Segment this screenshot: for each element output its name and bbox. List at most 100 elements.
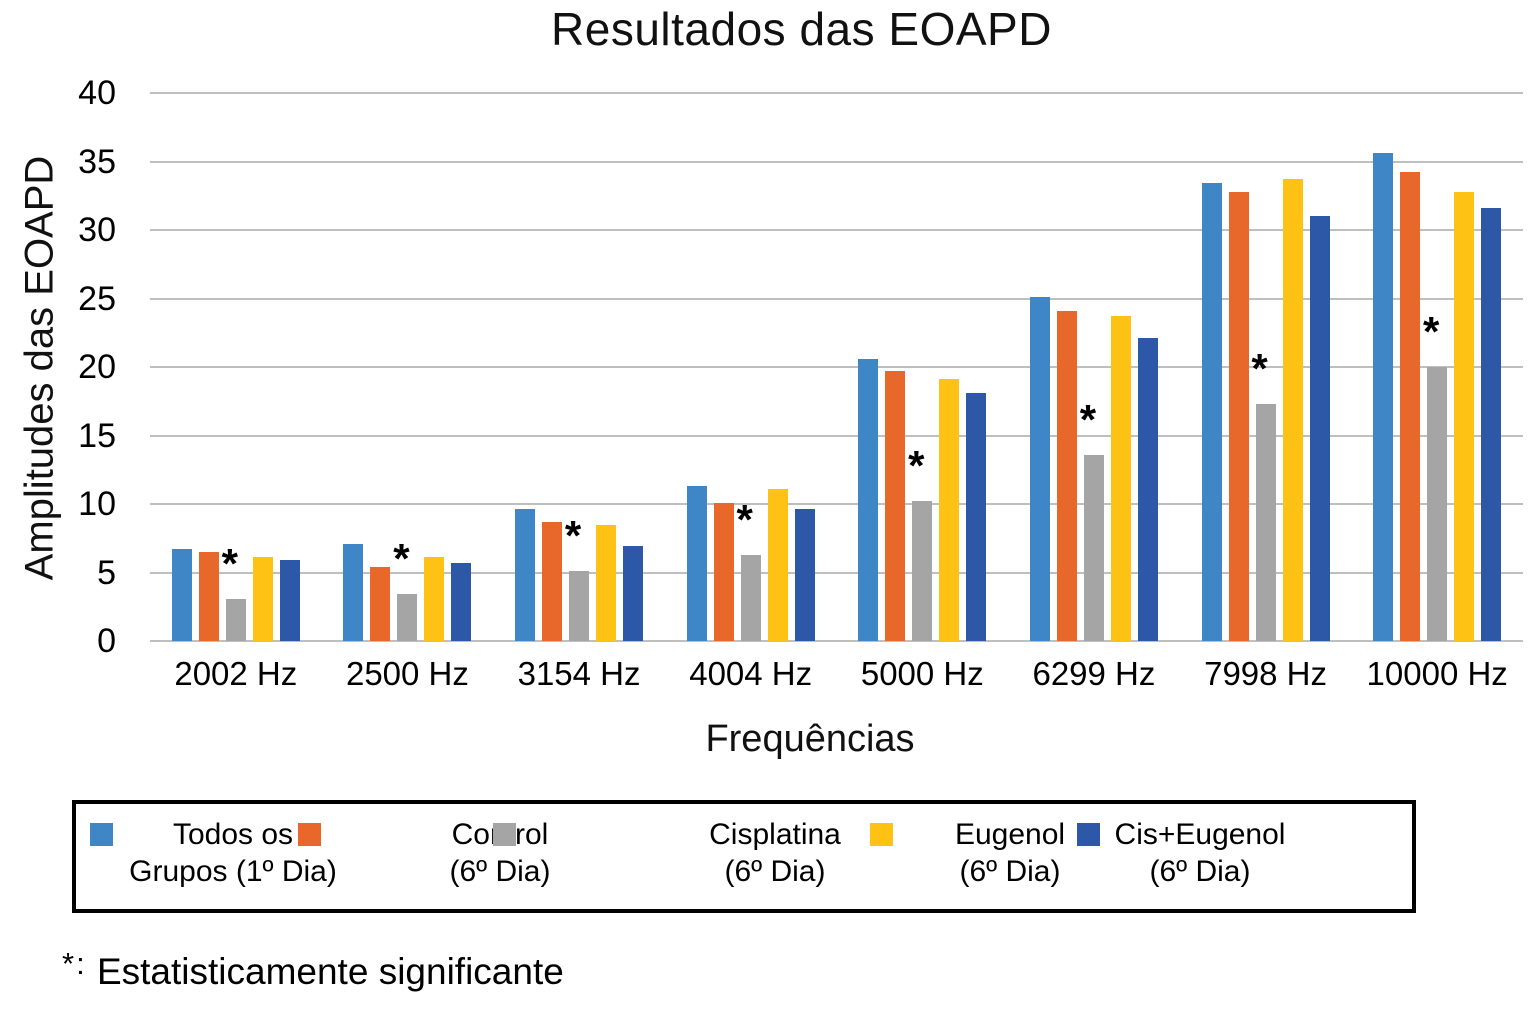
gridline xyxy=(150,503,1523,505)
bar xyxy=(1373,153,1394,641)
bar xyxy=(542,521,563,641)
bar xyxy=(515,509,536,641)
bar xyxy=(424,557,445,641)
bar xyxy=(225,598,246,641)
legend-label: Cisplatina (6º Dia) xyxy=(709,816,841,890)
bar xyxy=(1110,316,1131,641)
bar xyxy=(1228,191,1249,641)
y-tick-label: 35 xyxy=(78,142,116,181)
legend-label-line: (6º Dia) xyxy=(449,855,551,888)
significance-asterisk: * xyxy=(564,512,582,560)
bar xyxy=(397,594,418,641)
bar xyxy=(343,543,364,641)
bar xyxy=(451,562,472,641)
gridline xyxy=(150,571,1523,574)
y-tick-label: 10 xyxy=(78,485,116,523)
x-tick-label: 4004 Hz xyxy=(689,655,813,692)
plot-area: * * * * * * * * xyxy=(150,92,1523,642)
footnote: *: Estatisticamente significante xyxy=(62,946,564,993)
significance-asterisk: * xyxy=(1251,345,1268,392)
bar xyxy=(912,501,933,641)
chart-title: Resultados das EOAPD xyxy=(551,3,1052,55)
bar xyxy=(1400,172,1421,641)
bar xyxy=(252,557,273,641)
bar xyxy=(767,488,788,641)
bar xyxy=(713,502,734,641)
bar xyxy=(1454,191,1475,641)
gridline xyxy=(150,229,1523,231)
bar xyxy=(370,567,391,641)
bar xyxy=(171,549,192,641)
legend-label-line: Grupos (1º Dia) xyxy=(129,855,337,888)
gridline xyxy=(150,92,1523,94)
significance-asterisk: * xyxy=(1079,395,1097,443)
x-tick-label: 2500 Hz xyxy=(345,655,469,692)
x-tick-label: 5000 Hz xyxy=(860,655,984,692)
legend-swatch xyxy=(870,823,893,846)
legend-swatch xyxy=(1077,823,1100,846)
y-tick-label: 20 xyxy=(78,348,116,386)
y-tick-label: 0 xyxy=(97,622,116,660)
y-tick-label: 40 xyxy=(78,74,116,112)
bar xyxy=(596,524,617,641)
bar xyxy=(1083,454,1104,641)
significance-asterisk: * xyxy=(736,495,753,543)
x-tick-label: 3154 Hz xyxy=(517,655,641,692)
bar xyxy=(198,551,219,641)
legend-swatch xyxy=(298,823,321,846)
bar xyxy=(939,379,960,641)
x-tick-label: 6299 Hz xyxy=(1032,655,1156,692)
significance-asterisk: * xyxy=(908,442,925,490)
legend-label: Eugenol (6º Dia) xyxy=(955,816,1065,890)
gridline xyxy=(150,640,1523,642)
bar xyxy=(569,571,590,641)
bar xyxy=(1481,208,1502,641)
legend-label: Todos os Grupos (1º Dia) xyxy=(129,816,337,890)
bar xyxy=(794,509,815,641)
bar xyxy=(1029,297,1050,641)
bar xyxy=(1137,338,1158,641)
bar xyxy=(279,560,300,641)
x-tick-label: 7998 Hz xyxy=(1204,655,1328,692)
x-tick-label: 2002 Hz xyxy=(174,655,298,692)
bar xyxy=(1427,367,1448,641)
bar xyxy=(1309,216,1330,641)
footnote-text: Estatisticamente significante xyxy=(86,951,564,992)
bar xyxy=(858,358,879,641)
y-tick-label: 25 xyxy=(78,279,116,318)
legend-swatch xyxy=(90,823,113,846)
gridline xyxy=(150,434,1523,437)
bar xyxy=(686,486,707,641)
x-tick-label: 10000 Hz xyxy=(1366,655,1508,692)
bar xyxy=(966,393,987,641)
legend-label-line: Todos os xyxy=(172,818,294,851)
gridline xyxy=(150,160,1523,163)
bar xyxy=(1056,310,1077,641)
y-tick-label: 15 xyxy=(78,416,116,455)
x-axis-title: Frequências xyxy=(705,718,915,760)
bar xyxy=(740,554,761,641)
legend-label-line: Cis+Eugenol xyxy=(1114,818,1286,851)
legend-swatch xyxy=(493,823,516,846)
gridline xyxy=(150,297,1523,300)
bar xyxy=(1201,183,1222,641)
y-tick-label: 30 xyxy=(78,211,116,249)
legend-label-line: (6º Dia) xyxy=(959,855,1061,888)
legend-label-line: (6º Dia) xyxy=(724,855,826,888)
footnote-asterisk-marker: *: xyxy=(62,946,87,981)
significance-asterisk: * xyxy=(1423,308,1440,355)
gridline xyxy=(150,366,1523,368)
bar xyxy=(623,546,644,641)
significance-asterisk: * xyxy=(393,535,410,583)
bar xyxy=(1282,179,1303,641)
bar xyxy=(885,371,906,641)
legend-label-line: (6º Dia) xyxy=(1149,855,1251,888)
significance-asterisk: * xyxy=(221,539,238,587)
legend-label: Cis+Eugenol (6º Dia) xyxy=(1115,816,1286,890)
legend-label-line: Eugenol xyxy=(954,818,1066,851)
y-tick-label: 5 xyxy=(97,553,116,592)
legend-label-line: Cisplatina xyxy=(709,818,841,851)
bar xyxy=(1255,404,1276,641)
